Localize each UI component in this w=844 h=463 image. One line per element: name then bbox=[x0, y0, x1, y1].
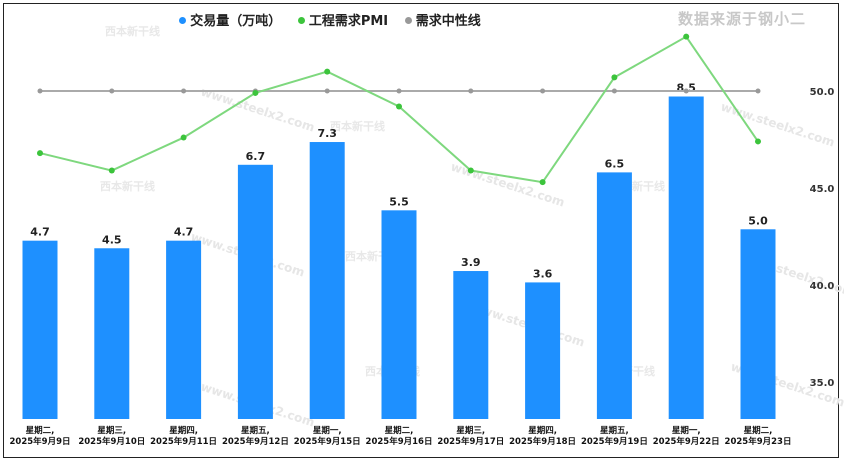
x-tick-label-weekday: 星期二, bbox=[26, 425, 55, 436]
legend-item-neutral: 需求中性线 bbox=[404, 10, 481, 29]
legend-item-volume: 交易量（万吨） bbox=[179, 10, 281, 29]
right-axis-tick-label: 35.0 bbox=[810, 378, 835, 389]
x-tick-label-date: 2025年9月23日 bbox=[725, 436, 792, 447]
bar bbox=[740, 229, 776, 419]
right-axis-tick-label: 50.0 bbox=[810, 87, 835, 98]
x-tick-label-date: 2025年9月19日 bbox=[581, 436, 648, 447]
pmi-point bbox=[324, 68, 331, 75]
x-tick-label-weekday: 星期五, bbox=[600, 425, 629, 436]
data-source-note: 数据来源于钢小二 bbox=[677, 10, 806, 28]
neutral-point bbox=[324, 88, 330, 94]
pmi-point bbox=[108, 167, 115, 174]
bar bbox=[668, 96, 704, 419]
x-tick-label-date: 2025年9月10日 bbox=[78, 436, 145, 447]
bar-data-label: 3.6 bbox=[533, 267, 553, 280]
bar bbox=[94, 248, 130, 419]
bar-data-label: 3.9 bbox=[461, 256, 481, 269]
right-axis-tick-label: 45.0 bbox=[810, 184, 835, 195]
neutral-point bbox=[396, 88, 402, 94]
bar-series bbox=[22, 96, 776, 419]
legend-label-volume: 交易量（万吨） bbox=[190, 14, 282, 29]
legend-marker-pmi bbox=[297, 17, 305, 24]
x-tick-label-weekday: 星期一, bbox=[313, 425, 342, 436]
pmi-point bbox=[180, 134, 187, 141]
legend-marker-volume bbox=[179, 17, 187, 24]
watermark-text: www.steelx2.com bbox=[719, 100, 836, 150]
watermark-logo: 西本新干线 bbox=[105, 24, 160, 38]
neutral-point bbox=[540, 88, 546, 94]
neutral-point bbox=[683, 88, 689, 94]
x-tick-label-weekday: 星期二, bbox=[385, 425, 414, 436]
bar bbox=[166, 240, 202, 419]
legend-item-pmi: 工程需求PMI bbox=[297, 10, 389, 29]
x-tick-label-date: 2025年9月11日 bbox=[150, 436, 217, 447]
pmi-line-series bbox=[37, 33, 761, 186]
right-axis-tick-label: 40.0 bbox=[810, 281, 835, 292]
bar-data-label: 5.5 bbox=[389, 195, 409, 208]
bar bbox=[596, 172, 632, 419]
x-tick-label-weekday: 星期四, bbox=[169, 425, 198, 436]
neutral-point bbox=[468, 88, 474, 94]
x-tick-label-date: 2025年9月22日 bbox=[653, 436, 720, 447]
pmi-point bbox=[755, 138, 761, 145]
x-tick-label-weekday: 星期三, bbox=[456, 425, 485, 436]
pmi-point bbox=[683, 33, 690, 40]
pmi-point bbox=[539, 179, 546, 186]
bar-data-label: 4.7 bbox=[30, 226, 50, 239]
x-tick-label-date: 2025年9月17日 bbox=[437, 436, 504, 447]
legend-marker-neutral bbox=[404, 17, 412, 24]
neutral-point bbox=[37, 88, 43, 94]
x-tick-label-date: 2025年9月16日 bbox=[366, 436, 433, 447]
bar bbox=[453, 271, 489, 419]
bar bbox=[525, 282, 561, 419]
neutral-point bbox=[109, 88, 115, 94]
x-tick-label-date: 2025年9月18日 bbox=[509, 436, 576, 447]
bar-data-label: 7.3 bbox=[317, 127, 337, 140]
bar-data-label: 5.0 bbox=[748, 214, 768, 227]
watermark-logo: 西本新干线 bbox=[330, 119, 385, 133]
pmi-point bbox=[37, 150, 43, 157]
right-y-axis: 50.0 45.0 40.0 35.0 bbox=[810, 87, 835, 389]
x-tick-label-weekday: 星期三, bbox=[97, 425, 126, 436]
x-axis: 星期二,2025年9月9日星期三,2025年9月10日星期四,2025年9月11… bbox=[10, 425, 792, 447]
legend-label-neutral: 需求中性线 bbox=[415, 14, 481, 29]
legend-label-pmi: 工程需求PMI bbox=[308, 14, 389, 29]
x-tick-label-date: 2025年9月9日 bbox=[10, 436, 71, 447]
neutral-point bbox=[755, 88, 761, 94]
pmi-point bbox=[396, 103, 402, 110]
pmi-point bbox=[611, 74, 618, 81]
pmi-point bbox=[467, 167, 474, 174]
chart-legend: 交易量（万吨） 工程需求PMI 需求中性线 bbox=[0, 10, 660, 29]
bar bbox=[309, 142, 345, 419]
pmi-point bbox=[252, 89, 259, 96]
bar bbox=[237, 164, 273, 419]
neutral-point bbox=[611, 88, 617, 94]
x-tick-label-weekday: 星期五, bbox=[241, 425, 270, 436]
watermark-logo: 西本新干线 bbox=[100, 179, 155, 193]
neutral-line-series bbox=[37, 88, 761, 94]
x-tick-label-weekday: 星期二, bbox=[744, 425, 773, 436]
bar-data-label: 4.7 bbox=[174, 226, 194, 239]
bar bbox=[381, 210, 417, 419]
bar bbox=[22, 240, 58, 419]
x-tick-label-date: 2025年9月12日 bbox=[222, 436, 289, 447]
x-tick-label-weekday: 星期四, bbox=[528, 425, 557, 436]
x-tick-label-date: 2025年9月15日 bbox=[294, 436, 361, 447]
bar-data-label: 4.5 bbox=[102, 233, 122, 246]
bar-data-label: 6.7 bbox=[246, 150, 266, 163]
neutral-point bbox=[181, 88, 187, 94]
x-tick-label-weekday: 星期一, bbox=[672, 425, 701, 436]
bar-data-label: 6.5 bbox=[605, 157, 625, 170]
